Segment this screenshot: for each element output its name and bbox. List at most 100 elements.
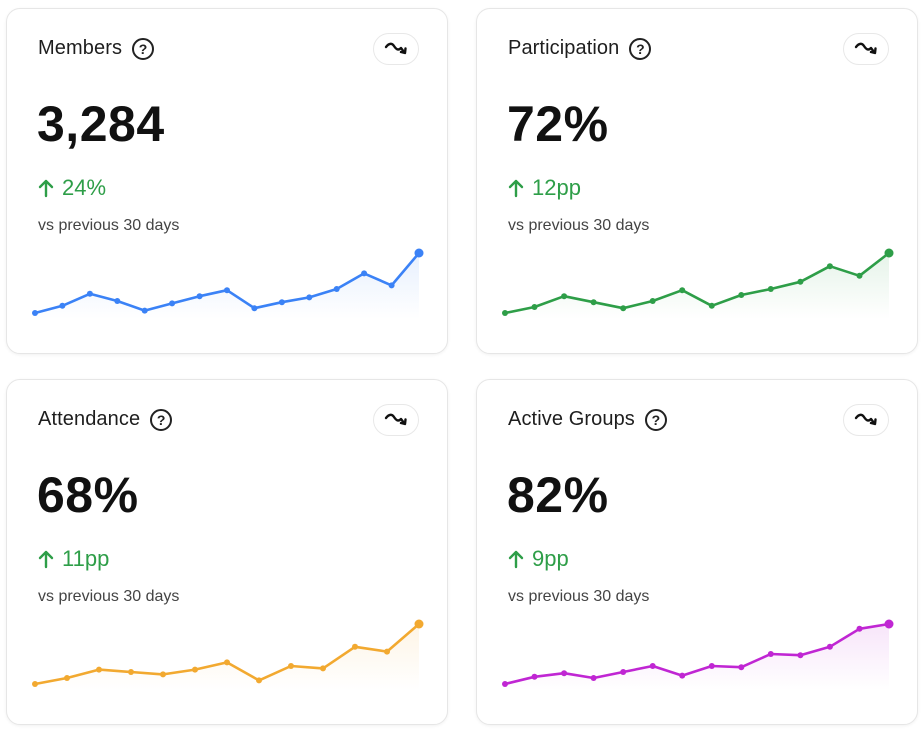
sparkline-point bbox=[352, 643, 358, 650]
sparkline-area bbox=[35, 624, 419, 690]
sparkline-point bbox=[502, 681, 508, 687]
sparkline-point bbox=[679, 287, 686, 294]
metric-value: 3,284 bbox=[37, 96, 165, 152]
card-header: Attendance ? bbox=[38, 408, 173, 431]
sparkline-point bbox=[797, 652, 804, 659]
card-title: Attendance bbox=[38, 408, 141, 430]
metric-card-members: Members ? 3,284 24% vs previous 30 days bbox=[6, 8, 448, 354]
metric-card-active-groups: Active Groups ? 82% 9pp vs previous 30 d… bbox=[476, 379, 918, 725]
sparkline-point bbox=[856, 625, 863, 632]
sparkline-point bbox=[884, 248, 894, 258]
sparkline-area bbox=[35, 253, 419, 319]
sparkline-point bbox=[590, 675, 597, 681]
sparkline-point bbox=[64, 675, 70, 681]
sparkline-line bbox=[503, 251, 891, 315]
sparkline-point bbox=[620, 305, 627, 312]
sparkline-point bbox=[306, 294, 313, 301]
sparkline-chart bbox=[502, 248, 894, 319]
metric-card-participation: Participation ? 72% 12pp vs previous 30 … bbox=[476, 8, 918, 354]
sparkline-point bbox=[86, 290, 93, 297]
sparkline-point bbox=[767, 651, 774, 657]
sparkline-point bbox=[649, 663, 656, 669]
delta-value: 9pp bbox=[532, 546, 569, 571]
sparkline-area bbox=[505, 624, 889, 690]
sparkline-point bbox=[333, 286, 340, 292]
sparkline-chart bbox=[502, 619, 894, 690]
sparkline-point bbox=[288, 663, 294, 669]
question-circle-icon[interactable]: ? bbox=[150, 408, 173, 431]
metric-delta: 12pp bbox=[508, 175, 581, 201]
sparkline-chart bbox=[32, 619, 424, 690]
card-title: Active Groups bbox=[508, 408, 635, 430]
trend-toggle-button[interactable] bbox=[843, 404, 889, 436]
sparkline-area bbox=[505, 253, 889, 319]
trend-toggle-button[interactable] bbox=[373, 33, 419, 65]
sparkline-point bbox=[361, 270, 368, 277]
metric-value: 82% bbox=[507, 467, 609, 523]
delta-value: 24% bbox=[62, 175, 107, 200]
sparkline-line bbox=[503, 622, 891, 686]
trend-toggle-button[interactable] bbox=[373, 404, 419, 436]
metric-value: 68% bbox=[37, 467, 139, 523]
sparkline-point bbox=[256, 677, 262, 684]
sparkline-point bbox=[384, 648, 390, 655]
card-header: Members ? bbox=[38, 37, 155, 60]
comparison-caption: vs previous 30 days bbox=[38, 588, 180, 605]
question-circle-icon[interactable]: ? bbox=[644, 408, 667, 431]
sparkline-point bbox=[561, 293, 568, 300]
comparison-caption: vs previous 30 days bbox=[508, 588, 650, 605]
sparkline-point bbox=[738, 292, 745, 298]
sparkline-point bbox=[224, 287, 230, 294]
sparkline-point bbox=[196, 293, 203, 300]
sparkline-point bbox=[32, 681, 38, 687]
sparkline-point bbox=[414, 248, 424, 258]
card-header: Participation ? bbox=[508, 37, 652, 60]
sparkline-point bbox=[224, 659, 230, 666]
sparkline-point bbox=[708, 302, 715, 309]
arrow-up-icon bbox=[508, 550, 524, 569]
metric-delta: 11pp bbox=[38, 546, 109, 572]
trend-down-icon bbox=[384, 413, 407, 426]
trend-down-icon bbox=[854, 413, 877, 426]
sparkline-point bbox=[114, 298, 121, 304]
comparison-caption: vs previous 30 days bbox=[38, 217, 180, 234]
sparkline-point bbox=[884, 619, 894, 629]
sparkline-point bbox=[192, 666, 198, 673]
sparkline-point bbox=[590, 299, 597, 306]
sparkline-chart bbox=[32, 248, 424, 319]
arrow-up-icon bbox=[38, 550, 54, 569]
delta-value: 11pp bbox=[62, 546, 110, 571]
sparkline-point bbox=[320, 665, 326, 672]
sparkline-point bbox=[649, 298, 656, 304]
comparison-caption: vs previous 30 days bbox=[508, 217, 650, 234]
sparkline-point bbox=[561, 670, 568, 677]
question-circle-icon[interactable]: ? bbox=[132, 37, 155, 60]
sparkline-point bbox=[96, 666, 102, 673]
delta-value: 12pp bbox=[532, 175, 581, 200]
sparkline-point bbox=[708, 663, 715, 669]
sparkline-point bbox=[620, 669, 627, 675]
sparkline-point bbox=[32, 310, 38, 316]
arrow-up-icon bbox=[38, 179, 54, 198]
sparkline-point bbox=[767, 286, 774, 292]
sparkline-point bbox=[251, 305, 258, 312]
trend-down-icon bbox=[384, 42, 407, 55]
sparkline-point bbox=[414, 619, 424, 629]
sparkline-point bbox=[531, 304, 538, 310]
question-circle-icon[interactable]: ? bbox=[629, 37, 652, 60]
card-title: Participation bbox=[508, 37, 620, 59]
metric-delta: 24% bbox=[38, 175, 106, 201]
metric-card-attendance: Attendance ? 68% 11pp vs previous 30 day… bbox=[6, 379, 448, 725]
sparkline-point bbox=[826, 643, 833, 650]
trend-toggle-button[interactable] bbox=[843, 33, 889, 65]
sparkline-point bbox=[169, 300, 176, 307]
sparkline-point bbox=[826, 263, 833, 270]
metric-value: 72% bbox=[507, 96, 609, 152]
sparkline-point bbox=[856, 272, 863, 279]
sparkline-point bbox=[679, 672, 686, 679]
sparkline-point bbox=[797, 278, 804, 285]
sparkline-point bbox=[531, 673, 538, 680]
sparkline-point bbox=[738, 664, 745, 671]
sparkline-point bbox=[388, 282, 395, 289]
sparkline-point bbox=[59, 302, 66, 309]
